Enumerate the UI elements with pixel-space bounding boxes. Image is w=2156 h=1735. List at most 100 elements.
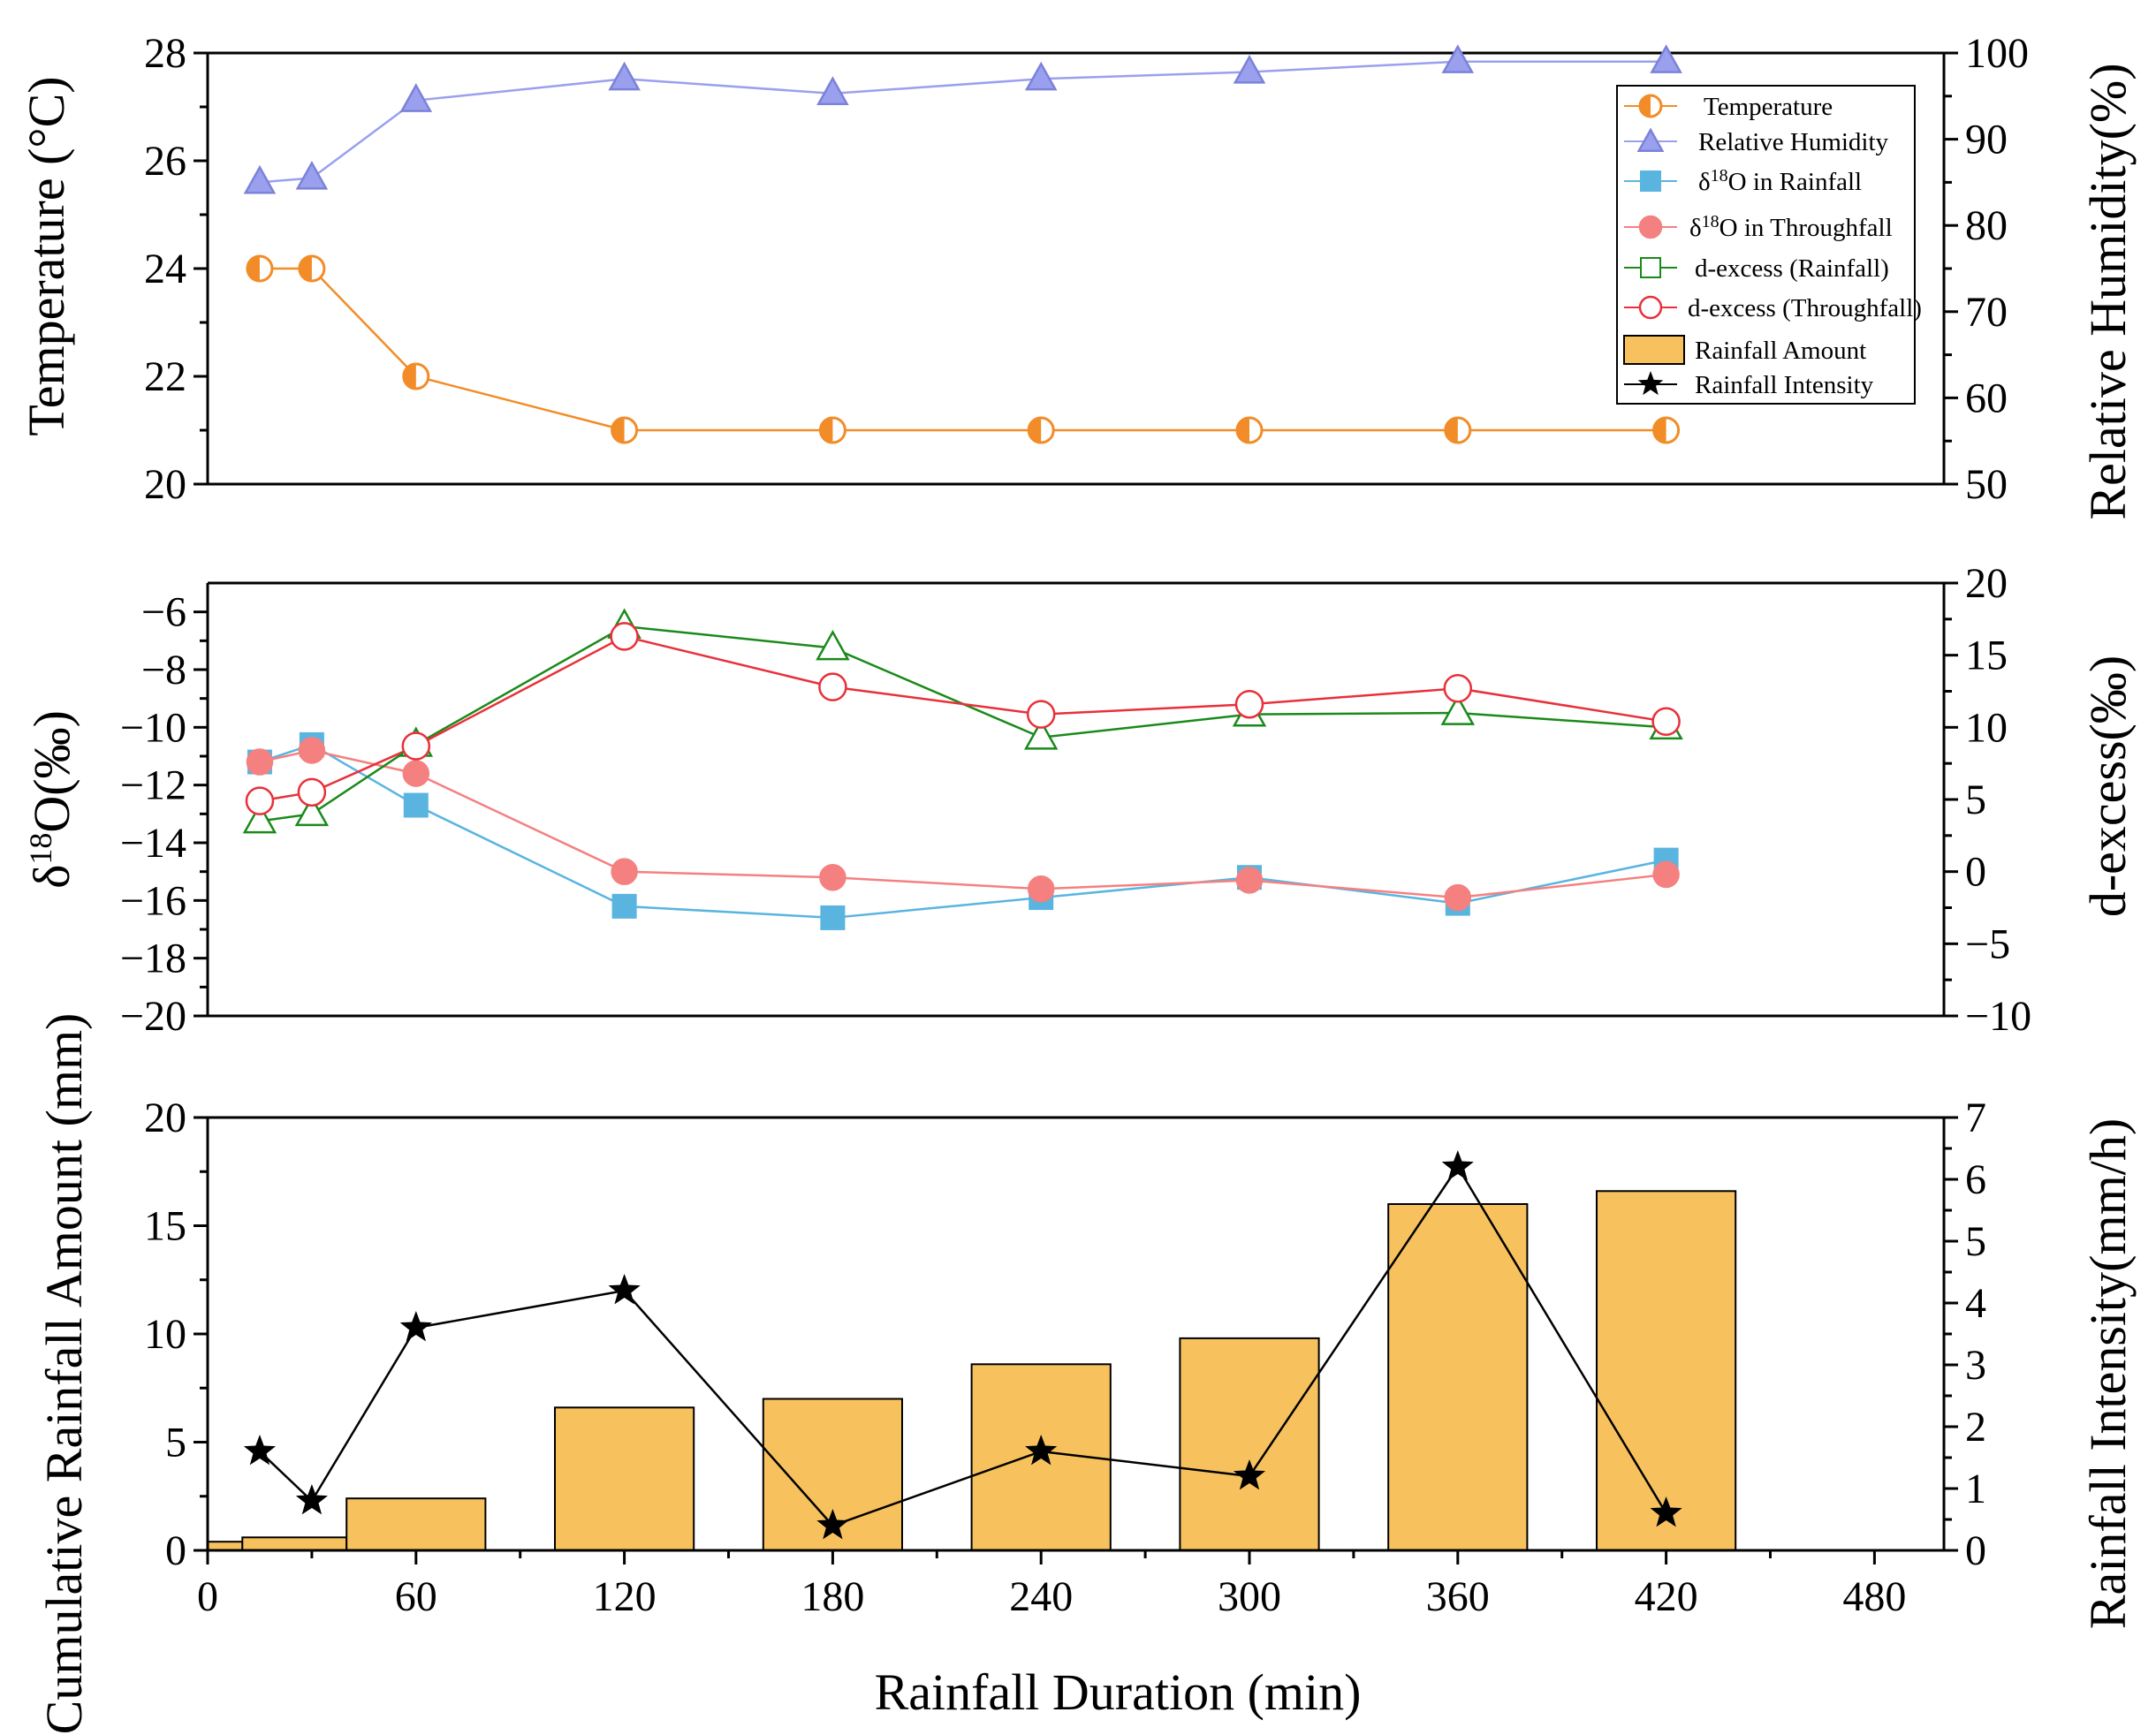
top-left-tick-label: 28 [144,30,186,77]
temperature-point-fill [247,256,260,281]
bottom-left-axis-title: Cumulative Rainfall Amount (mm) [35,1013,93,1735]
temperature-point [1444,416,1472,444]
d18o-throughfall-point [402,760,430,787]
rainfall-intensity-point [1233,1459,1266,1490]
dexcess-throughfall-point [818,672,847,701]
dexcess-throughfall-point [297,777,327,807]
humidity-point [295,160,329,190]
legend-item-d18o-rainfall: δ18O in Rainfall [1624,166,1862,196]
top-right-axis-title: Relative Humidity(%) [2079,63,2137,519]
legend-d18o-rainfall-marker [1640,170,1661,192]
humidity-point [399,83,433,112]
humidity-point [1233,54,1266,84]
humidity-point [816,76,849,106]
bottom-left-tick-label: 10 [144,1311,186,1358]
top-right-tick-label: 80 [1965,202,2008,249]
legend-rainfall-amount-swatch [1623,335,1685,365]
panel-rainfall: 0 5 10 15 20 0 1 2 3 4 5 6 7 0 60 120 180 240 300 360 420 480 [144,1095,1986,1620]
x-axis-title: Rainfall Duration (min) [875,1663,1362,1721]
humidity-line [259,60,1666,184]
top-right-tick-label: 60 [1965,375,2008,421]
legend-dexcess-rainfall-marker [1640,257,1661,278]
rainfall-intensity-point [295,1484,328,1515]
legend-temperature-glyph [1638,94,1663,118]
rainfall-intensity-point [1025,1435,1058,1466]
bottom-right-tick-label: 3 [1965,1342,1986,1389]
legend: Temperature Relative Humidity δ18O in Ra… [1616,85,1922,405]
temperature-point-fill [820,418,833,443]
d18o-throughfall-point [246,748,274,776]
legend-rainfall-intensity-marker [1637,371,1664,396]
middle-right-tick-label: −5 [1965,921,2010,967]
legend-d18o-rainfall-glyph [1640,170,1661,192]
middle-right-tick-label: 15 [1965,633,2008,679]
dexcess-rainfall-point [242,802,277,834]
legend-dexcess-rainfall-glyph [1640,257,1661,278]
bottom-right-tick-label: 7 [1965,1095,1986,1141]
middle-left-tick-label: −18 [120,936,186,982]
humidity-point [608,61,641,91]
temperature-point [1652,416,1681,444]
rainfall-amount-bar [1596,1190,1737,1552]
rainfall-amount-bar [554,1406,695,1552]
middle-right-tick-label: 20 [1965,560,2008,607]
x-tick-label: 300 [1218,1573,1281,1620]
bottom-right-tick-label: 0 [1965,1527,1986,1574]
dexcess-throughfall-point [1651,707,1681,737]
middle-left-tick-label: −10 [120,704,186,751]
temperature-point-fill [1445,418,1458,443]
x-tick-label: 0 [197,1573,218,1620]
bottom-right-tick-label: 4 [1965,1280,1986,1327]
legend-temperature-label: Temperature [1704,93,1833,121]
x-tick-label: 480 [1842,1573,1906,1620]
legend-item-dexcess-rainfall: d-excess (Rainfall) [1624,254,1889,283]
rainfall-amount-bar [1387,1203,1529,1551]
middle-left-tick-label: −8 [141,647,186,693]
legend-item-temperature: Temperature [1624,93,1833,121]
legend-dexcess-throughfall-marker [1638,295,1663,320]
middle-left-axis-title: δ18O(‰) [23,710,80,889]
top-right-tick-label: 100 [1965,30,2029,77]
middle-left-tick-label: −16 [120,877,186,924]
dexcess-throughfall-point [610,622,639,651]
x-tick-label: 360 [1426,1573,1490,1620]
dexcess-throughfall-point [401,731,431,761]
legend-d18o-throughfall-marker [1638,215,1663,239]
legend-dexcess-rainfall-label: d-excess (Rainfall) [1695,254,1889,283]
bottom-left-tick-label: 0 [165,1527,186,1574]
dexcess-throughfall-point [1026,700,1056,729]
legend-temperature-marker [1638,94,1663,118]
top-left-axis-title: Temperature (°C) [18,76,75,436]
d18o-rainfall-point [403,792,429,818]
bottom-right-axis-title: Rainfall Intensity(mm/h) [2079,1118,2137,1629]
middle-right-axis-title: d-excess(‰) [2079,655,2137,917]
d18o-rainfall-point [611,893,637,919]
temperature-point [246,254,274,283]
dexcess-rainfall-point [816,629,850,661]
d18o-throughfall-point [1027,875,1055,903]
humidity-point [1441,44,1475,73]
top-right-tick-label: 90 [1965,117,2008,163]
temperature-point [1235,416,1264,444]
x-tick-label: 240 [1009,1573,1073,1620]
panel-isotopes: −20 −18 −16 −14 −12 −10 −8 −6 −10 −5 0 5 10 15 20 [120,560,2031,1040]
d18o-throughfall-line [259,749,1666,899]
rainfall-amount-bar [345,1497,487,1551]
legend-item-humidity: Relative Humidity [1624,127,1889,156]
middle-right-tick-label: 5 [1965,777,1986,823]
legend-humidity-label: Relative Humidity [1698,128,1889,156]
rainfall-amount-bar [1179,1337,1320,1552]
temperature-point-fill [1653,418,1666,443]
legend-d18o-throughfall-glyph [1638,215,1663,239]
top-right-tick-label: 70 [1965,289,2008,336]
bottom-left-tick-label: 5 [165,1420,186,1466]
legend-rainfall-amount-label: Rainfall Amount [1695,337,1866,365]
temperature-point [818,416,846,444]
bottom-left-tick-label: 20 [144,1095,186,1141]
x-tick-label: 60 [395,1573,437,1620]
top-left-tick-label: 20 [144,461,186,508]
legend-item-rainfall-intensity: Rainfall Intensity [1624,371,1874,399]
bottom-right-tick-label: 6 [1965,1156,1986,1203]
x-tick-label: 180 [801,1573,864,1620]
rainfall-intensity-point [1650,1496,1682,1527]
